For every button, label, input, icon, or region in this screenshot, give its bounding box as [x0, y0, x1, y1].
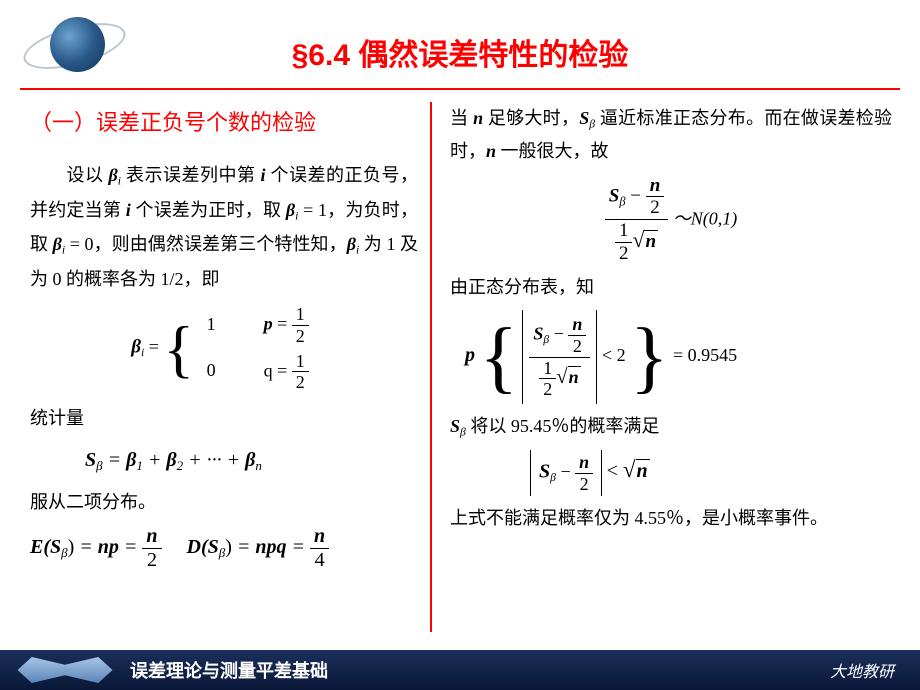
- left-paragraph-1: 设以 βi 表示误差列中第 i 个误差的正负号，并约定当第 i 个误差为正时，取…: [30, 158, 418, 296]
- right-paragraph-3: Sβ 将以 95.45％的概率满足: [450, 410, 892, 443]
- right-paragraph-1: 当 n 足够大时，Sβ 逼近标准正态分布。而在做误差检验时，n 一般很大，故: [450, 102, 892, 169]
- page-title: §6.4 偶然误差特性的检验: [0, 30, 920, 74]
- inequality-equation: Sβ − n2 < n: [450, 449, 892, 496]
- right-paragraph-4: 上式不能满足概率仅为 4.55％，是小概率事件。: [450, 502, 892, 535]
- binom-text: 服从二项分布。: [30, 485, 418, 519]
- stat-label: 统计量: [30, 401, 418, 435]
- sum-equation: Sβ = β1 + β2 + ··· + βn: [30, 441, 418, 479]
- content-area: （一）误差正负号个数的检验 设以 βi 表示误差列中第 i 个误差的正负号，并约…: [30, 102, 900, 638]
- expectation-variance: E(Sβ) = np = n2 D(Sβ) = npq = n4: [30, 525, 418, 572]
- footer-title: 误差理论与测量平差基础: [130, 657, 328, 683]
- piecewise-equation: βi = { 1 p = 12 0 q =: [30, 302, 418, 395]
- right-paragraph-2: 由正态分布表，知: [450, 271, 892, 304]
- footer-right-text: 大地教研: [830, 658, 894, 682]
- right-column: 当 n 足够大时，Sβ 逼近标准正态分布。而在做误差检验时，n 一般很大，故 S…: [432, 102, 892, 638]
- normal-dist-equation: Sβ − n2 12n ～N(0,1): [450, 175, 892, 265]
- probability-equation: p { Sβ − n2 12n < 2 } = 0.9545: [450, 310, 892, 404]
- footer-bar: 误差理论与测量平差基础 大地教研: [0, 650, 920, 690]
- section-heading: （一）误差正负号个数的检验: [30, 102, 418, 144]
- footer-logo: [0, 650, 130, 690]
- title-underline: [20, 88, 900, 90]
- left-column: （一）误差正负号个数的检验 设以 βi 表示误差列中第 i 个误差的正负号，并约…: [30, 102, 430, 638]
